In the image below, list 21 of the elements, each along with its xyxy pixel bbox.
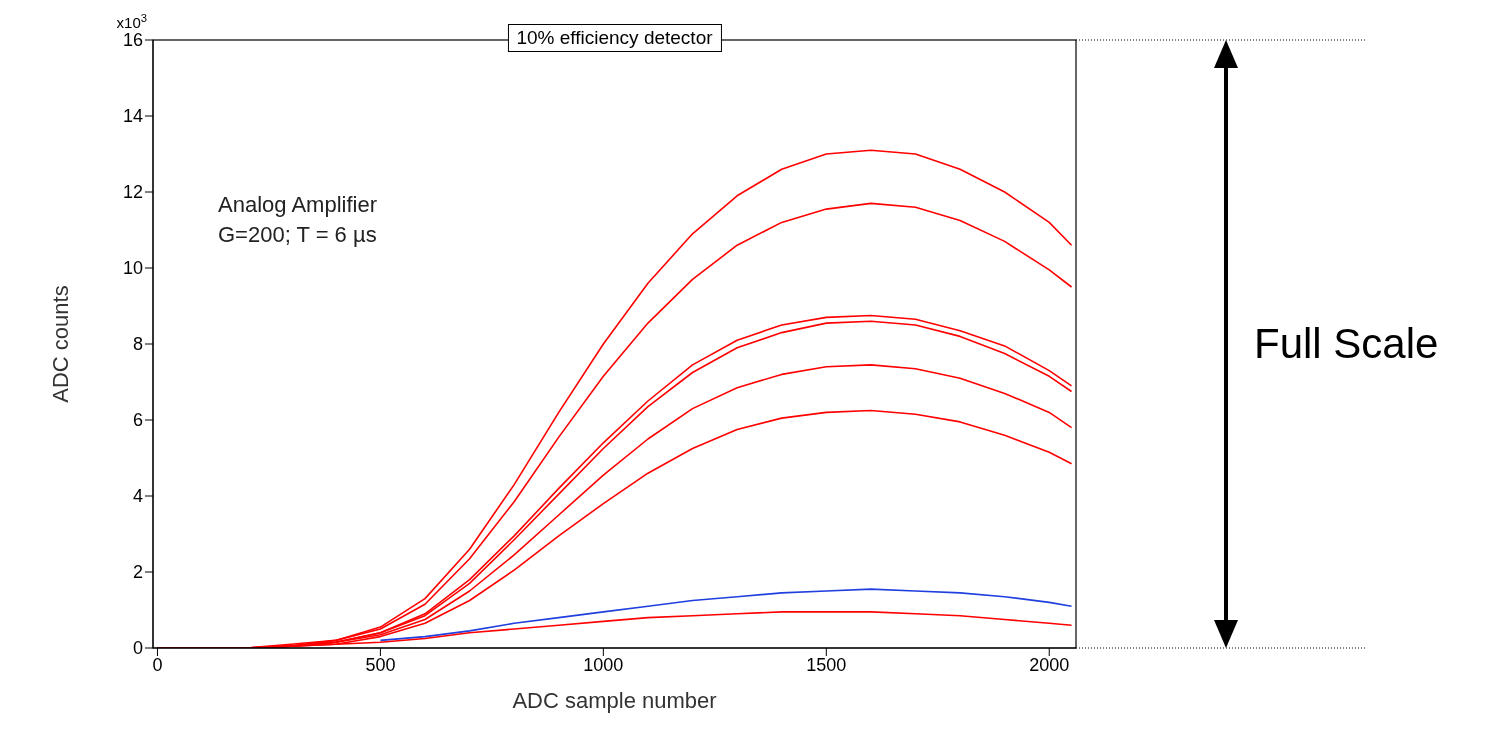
y-tick-label: 0: [132, 638, 143, 658]
x-axis-title: ADC sample number: [512, 688, 717, 713]
y-tick-label: 6: [132, 410, 143, 430]
y-tick-label: 4: [132, 486, 143, 506]
annotation: Analog Amplifier: [218, 191, 377, 219]
chart-title: 10% efficiency detector: [507, 24, 722, 52]
text: Full Scale: [1254, 320, 1439, 368]
x-tick-label: 1500: [806, 654, 847, 675]
y-tick-label: 16: [122, 30, 143, 50]
x-tick-label: 500: [365, 654, 396, 675]
x-tick-label: 1000: [583, 654, 624, 675]
y-axis-title: ADC counts: [47, 285, 73, 403]
x-tick-label: 0: [152, 654, 163, 675]
y-tick-label: 12: [122, 182, 143, 202]
x-tick-label: 2000: [1029, 654, 1070, 675]
y-tick-label: 14: [122, 106, 143, 126]
annotation: G=200; T = 6 µs: [218, 221, 377, 249]
text: x10$^{3}$: [116, 12, 147, 31]
y-tick-label: 8: [132, 334, 143, 354]
y-tick-label: 10: [122, 258, 143, 278]
y-tick-label: 2: [132, 562, 143, 582]
